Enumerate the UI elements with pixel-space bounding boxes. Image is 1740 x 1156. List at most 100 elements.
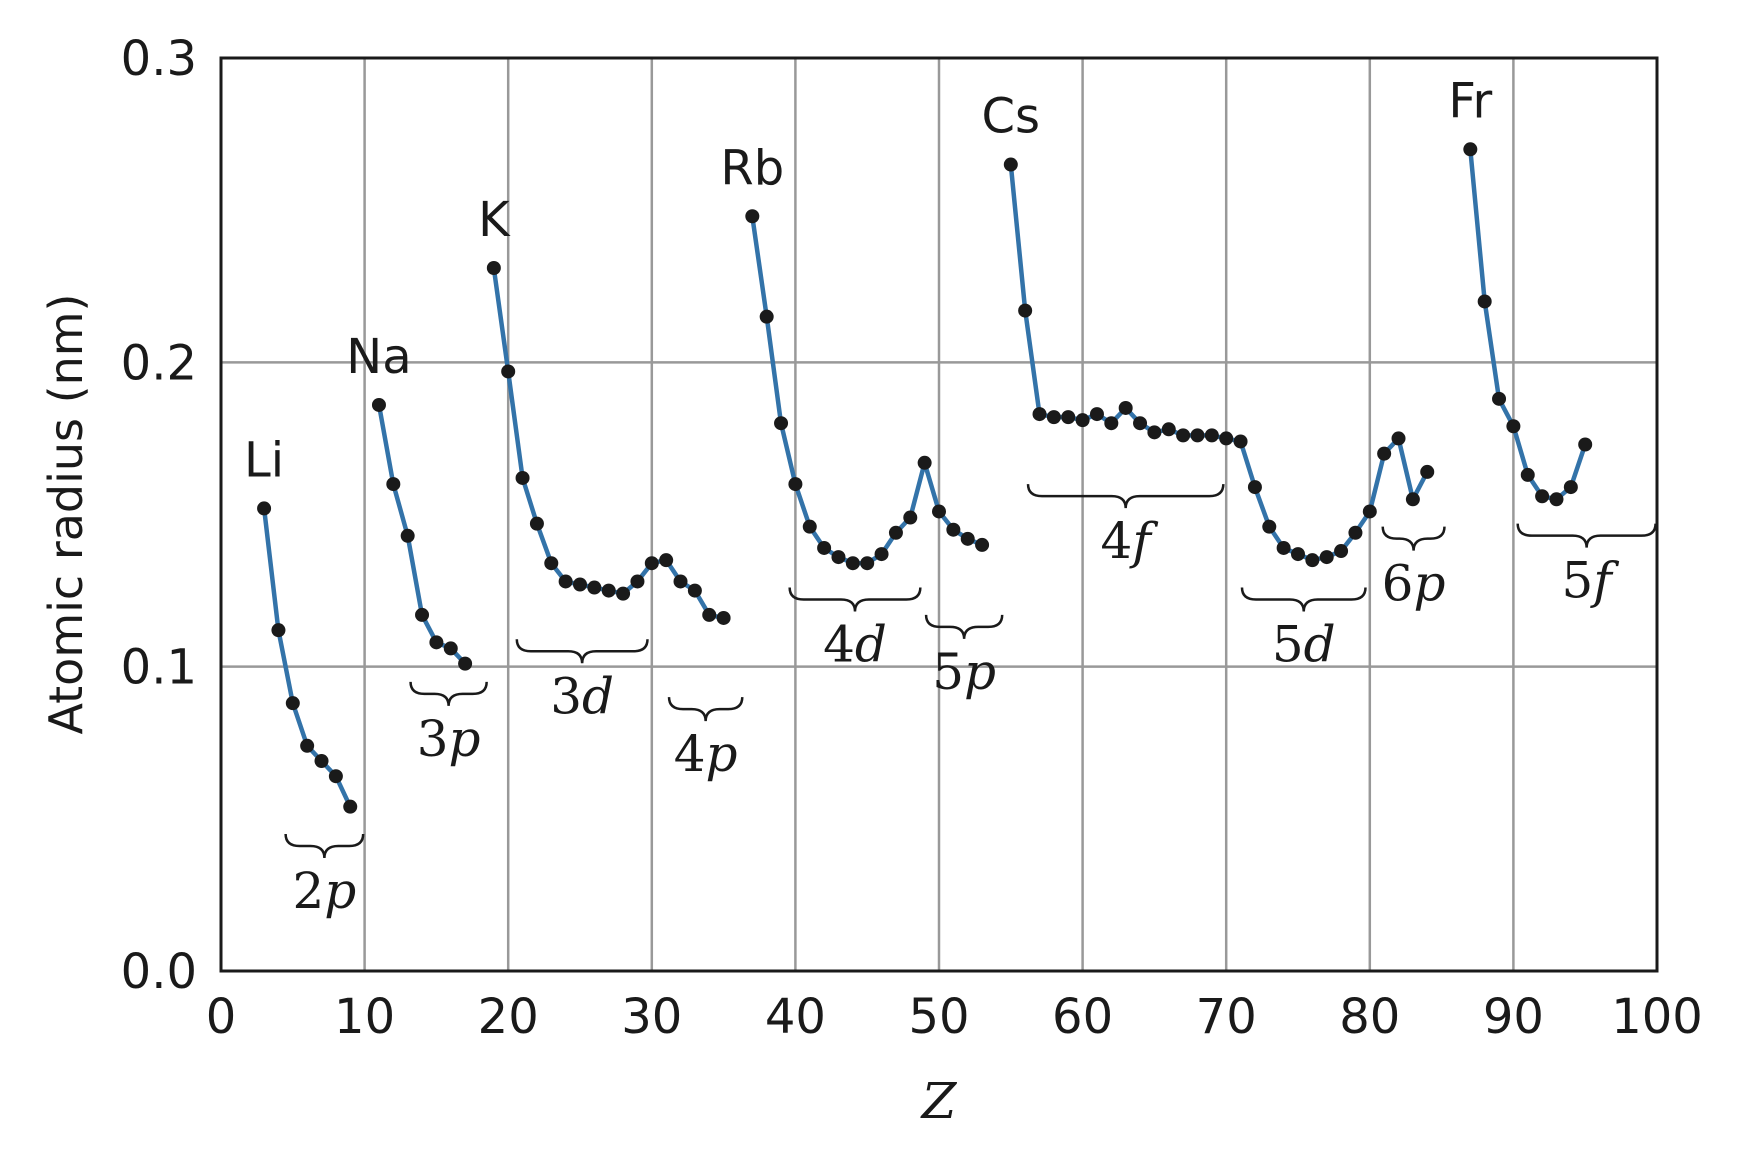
- data-point: [1089, 407, 1104, 422]
- subshell-brace: [788, 587, 922, 612]
- subshell-label: 6p: [1382, 555, 1446, 613]
- data-point: [1477, 294, 1492, 309]
- data-point: [1305, 553, 1320, 568]
- data-point: [1147, 425, 1162, 440]
- x-tick-label: 20: [478, 989, 539, 1045]
- data-point: [1377, 446, 1392, 461]
- data-point: [630, 574, 645, 589]
- data-point: [1046, 410, 1061, 425]
- data-point: [1161, 422, 1176, 437]
- data-point: [975, 537, 990, 552]
- subshell-number: 6: [1382, 555, 1414, 613]
- data-point: [285, 696, 300, 711]
- element-label: Cs: [982, 89, 1041, 145]
- data-point: [946, 522, 961, 537]
- data-point: [1520, 467, 1535, 482]
- y-tick-label: 0.2: [121, 335, 197, 391]
- data-point: [1104, 416, 1119, 431]
- x-axis-title: Z: [920, 1072, 958, 1130]
- data-point: [386, 477, 401, 492]
- data-point: [644, 556, 659, 571]
- data-point: [888, 525, 903, 540]
- x-tick-label: 40: [765, 989, 826, 1045]
- y-tick-label: 0.1: [121, 640, 197, 696]
- data-point: [1420, 464, 1435, 479]
- element-label: Fr: [1448, 73, 1492, 129]
- subshell-brace: [924, 614, 1004, 640]
- data-point: [817, 540, 832, 555]
- data-point: [1176, 428, 1191, 443]
- data-point: [1003, 157, 1018, 172]
- subshell-label: 4d: [823, 616, 887, 674]
- data-point: [802, 519, 817, 534]
- data-point: [874, 547, 889, 562]
- data-point: [314, 754, 329, 769]
- data-point: [1190, 428, 1205, 443]
- data-point: [1563, 480, 1578, 495]
- element-label: Na: [346, 329, 411, 385]
- data-point: [443, 641, 458, 656]
- series-line: [750, 215, 983, 566]
- subshell-number: 5: [1561, 552, 1593, 610]
- data-point: [1506, 419, 1521, 434]
- data-point: [1118, 400, 1133, 415]
- data-point: [1061, 410, 1076, 425]
- data-point: [1362, 504, 1377, 519]
- data-point: [271, 623, 286, 638]
- data-point: [1391, 431, 1406, 446]
- x-tick-label: 30: [621, 989, 682, 1045]
- element-label: Rb: [720, 140, 784, 196]
- tick-layer: 0 10 20 30 40 50 60 70 80 90 100 0.0 0.1 0.2 0.3: [121, 31, 1703, 1045]
- data-point: [702, 607, 717, 622]
- subshell-letter: f: [1128, 512, 1158, 570]
- data-point: [1262, 519, 1277, 534]
- data-point: [458, 656, 473, 671]
- data-point: [573, 577, 587, 592]
- data-point: [371, 397, 386, 412]
- subshell-letter: p: [1413, 555, 1445, 613]
- subshell-number: 4: [674, 725, 706, 783]
- data-point: [788, 477, 803, 492]
- subshell-brace: [1026, 483, 1225, 509]
- data-point: [501, 364, 516, 379]
- subshell-number: 5: [932, 643, 964, 701]
- data-point: [558, 574, 573, 589]
- data-point: [1405, 492, 1420, 507]
- data-point: [1276, 540, 1291, 555]
- data-point: [1233, 434, 1248, 449]
- marker-layer: [257, 142, 1593, 814]
- subshell-number: 2: [292, 862, 324, 920]
- subshell-number: 3: [550, 667, 582, 725]
- series-line: [491, 267, 725, 621]
- subshell-label: 5p: [932, 643, 996, 701]
- data-point: [903, 510, 918, 525]
- x-tick-label: 80: [1339, 989, 1400, 1045]
- data-point: [659, 553, 674, 568]
- data-point: [544, 556, 559, 571]
- subshell-label: 3p: [417, 710, 481, 768]
- data-point: [716, 610, 731, 625]
- data-point: [960, 531, 975, 546]
- data-point: [300, 738, 315, 753]
- data-point: [1492, 391, 1507, 406]
- data-point: [1319, 550, 1334, 565]
- data-point: [616, 586, 631, 601]
- x-tick-label: 50: [908, 989, 969, 1045]
- data-point: [1032, 407, 1047, 422]
- subshell-brace: [667, 697, 744, 722]
- subshell-label: 4f: [1101, 512, 1159, 570]
- subshell-brace: [515, 639, 649, 664]
- subshell-brace: [1240, 587, 1367, 612]
- data-point: [860, 556, 875, 571]
- y-axis-title: Atomic radius (nm): [39, 293, 93, 734]
- y-tick-label: 0.0: [121, 944, 197, 1000]
- series-layer: [261, 149, 1588, 808]
- subshell-brace: [1381, 526, 1446, 551]
- data-point: [587, 580, 602, 595]
- data-point: [415, 607, 430, 622]
- subshell-brace: [284, 833, 365, 859]
- subshell-number: 4: [1101, 512, 1133, 570]
- data-point: [932, 504, 946, 519]
